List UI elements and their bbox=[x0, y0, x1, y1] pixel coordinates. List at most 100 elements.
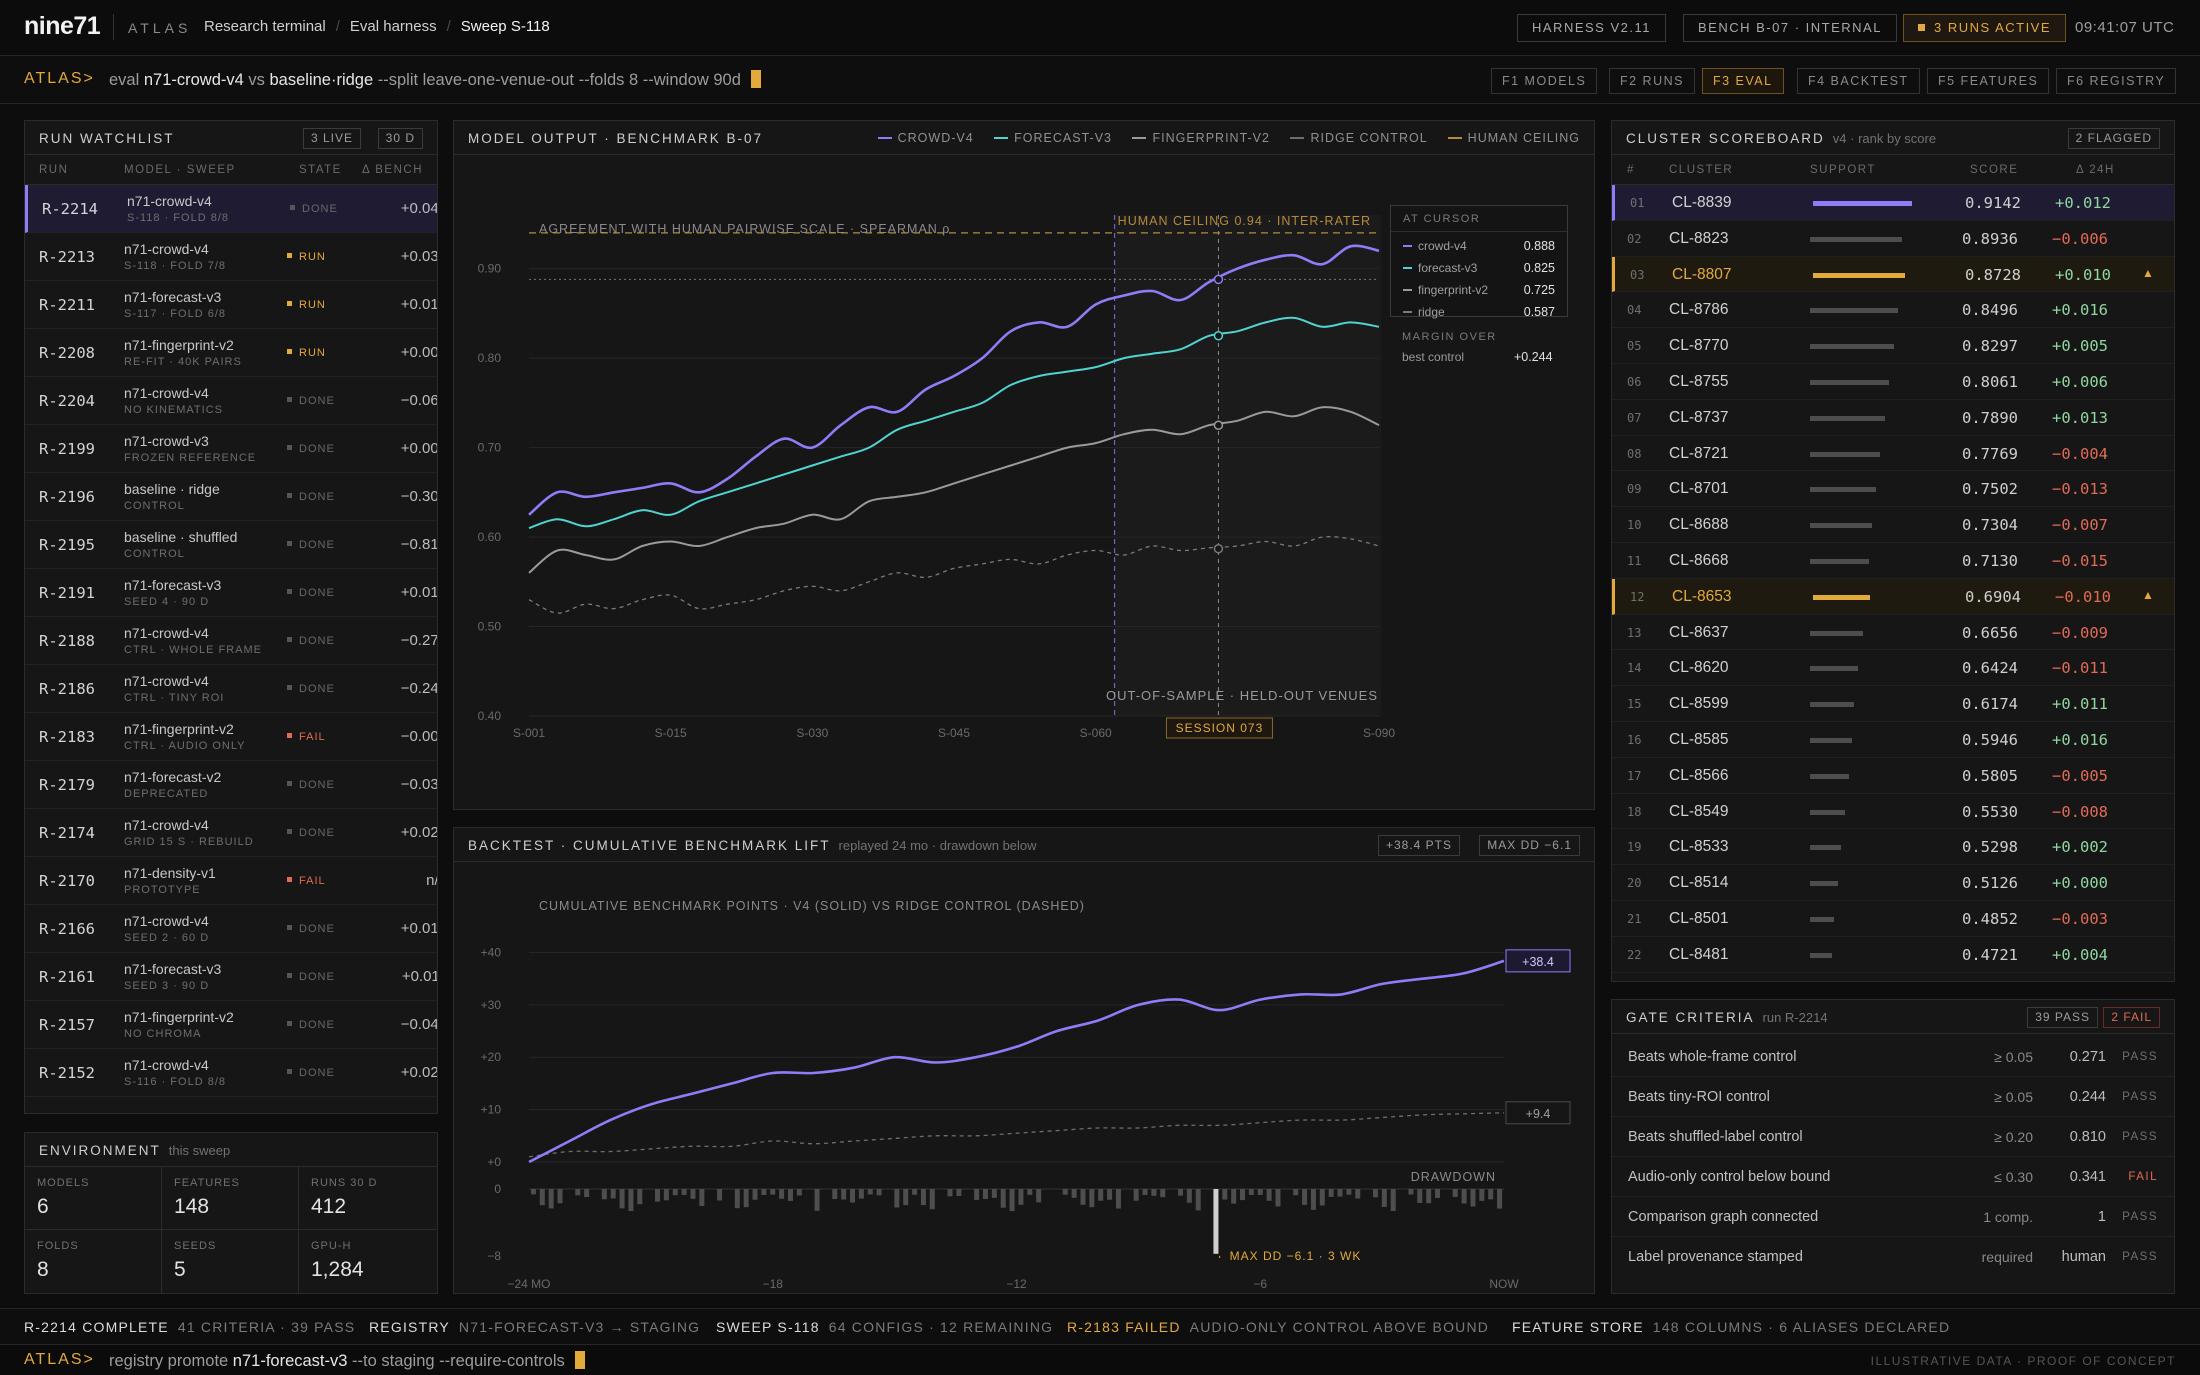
scoreboard-row[interactable]: 20 CL-8514 0.5126 +0.000 bbox=[1612, 865, 2174, 901]
scoreboard-row[interactable]: 15 CL-8599 0.6174 +0.011 bbox=[1612, 686, 2174, 722]
backtest-chart[interactable]: +0 +10 +20 +30 +40 CUMULATIVE BENCHMARK POINT… bbox=[454, 862, 1594, 1293]
watchlist-row[interactable]: R-2174 n71-crowd-v4 GRID 15 S · REBUILD DON… bbox=[25, 809, 437, 857]
series-v4[interactable] bbox=[528, 959, 1505, 1164]
scoreboard-row[interactable]: 01 CL-8839 0.9142 +0.012 bbox=[1612, 185, 2174, 221]
watchlist-row[interactable]: R-2170 n71-density-v1 PROTOTYPE FAIL n/a bbox=[25, 857, 437, 905]
col-rank[interactable]: # bbox=[1627, 164, 1635, 176]
col-score[interactable]: SCORE bbox=[1970, 164, 2019, 176]
drawdown-bar bbox=[1488, 1189, 1494, 1200]
watchlist-row[interactable]: R-2211 n71-forecast-v3 S-117 · FOLD 6/8 RUN… bbox=[25, 281, 437, 329]
fkey-eval[interactable]: F3 EVAL bbox=[1702, 68, 1784, 94]
scoreboard-row[interactable]: 19 CL-8533 0.5298 +0.002 bbox=[1612, 829, 2174, 866]
ticker-item[interactable]: REGISTRY N71-FORECAST-V3 → STAGING bbox=[369, 1319, 700, 1335]
crumb-eval-harness[interactable]: Eval harness bbox=[349, 18, 437, 35]
scoreboard-row[interactable]: 04 CL-8786 0.8496 +0.016 bbox=[1612, 292, 2174, 329]
scoreboard-row[interactable]: 05 CL-8770 0.8297 +0.005 bbox=[1612, 328, 2174, 364]
col-run[interactable]: RUN bbox=[39, 164, 69, 176]
watchlist-row[interactable]: R-2166 n71-crowd-v4 SEED 2 · 60 D DONE +0.01… bbox=[25, 905, 437, 953]
legend-crowd[interactable]: CROWD-V4 bbox=[877, 131, 974, 145]
col-support[interactable]: SUPPORT bbox=[1810, 164, 1876, 176]
gate-row[interactable]: Beats shuffled-label control ≥ 0.20 0.810 P… bbox=[1612, 1117, 2174, 1157]
series-forecast-v3[interactable] bbox=[528, 316, 1380, 530]
ticker-item[interactable]: SWEEP S-118 64 CONFIGS · 12 REMAINING bbox=[716, 1319, 1053, 1335]
chart-subtitle: AGREEMENT WITH HUMAN PAIRWISE SCALE · SP… bbox=[539, 222, 950, 236]
legend-fingerprint[interactable]: FINGERPRINT-V2 bbox=[1132, 131, 1270, 145]
watchlist-row[interactable]: R-2191 n71-forecast-v3 SEED 4 · 90 D DONE +0… bbox=[25, 569, 437, 617]
scoreboard-row[interactable]: 02 CL-8823 0.8936 −0.006 bbox=[1612, 221, 2174, 257]
watchlist-row[interactable]: R-2161 n71-forecast-v3 SEED 3 · 90 D DONE +0… bbox=[25, 953, 437, 1001]
ticker-head: REGISTRY bbox=[369, 1319, 450, 1335]
watchlist-row[interactable]: R-2196 baseline · ridge CONTROL DONE −0.302 bbox=[25, 473, 437, 521]
scoreboard-row[interactable]: 14 CL-8620 0.6424 −0.011 bbox=[1612, 650, 2174, 687]
watchlist-row[interactable]: R-2152 n71-crowd-v4 S-116 · FOLD 8/8 DONE +0… bbox=[25, 1049, 437, 1097]
cmd-input[interactable]: eval n71-crowd-v4 vs baseline·ridge --sp… bbox=[109, 70, 761, 90]
scoreboard-row[interactable]: 10 CL-8688 0.7304 −0.007 bbox=[1612, 507, 2174, 543]
ticker-item[interactable]: FEATURE STORE 148 COLUMNS · 6 ALIASES DEC… bbox=[1512, 1319, 1950, 1335]
crumb-research-terminal[interactable]: Research terminal bbox=[204, 18, 326, 35]
gate-row[interactable]: Label provenance stamped required human PAS… bbox=[1612, 1237, 2174, 1277]
fkey-registry[interactable]: F6 REGISTRY bbox=[2056, 68, 2177, 94]
flagged-badge[interactable]: 2 FLAGGED bbox=[2067, 128, 2160, 149]
legend-forecast[interactable]: FORECAST-V3 bbox=[994, 131, 1112, 145]
crumb-sweep[interactable]: Sweep S-118 bbox=[460, 18, 550, 35]
series-ridge-control[interactable] bbox=[528, 536, 1380, 614]
bottom-input[interactable]: registry promote n71-forecast-v3 --to st… bbox=[109, 1351, 585, 1371]
gate-row[interactable]: Comparison graph connected 1 comp. 1 PASS bbox=[1612, 1197, 2174, 1237]
fkey-backtest[interactable]: F4 BACKTEST bbox=[1797, 68, 1920, 94]
fkey-features[interactable]: F5 FEATURES bbox=[1927, 68, 2050, 94]
watchlist-row[interactable]: R-2157 n71-fingerprint-v2 NO CHROMA DONE −0.… bbox=[25, 1001, 437, 1049]
flag-triangle-icon[interactable]: ▲ bbox=[2142, 587, 2154, 602]
watchlist-row[interactable]: R-2188 n71-crowd-v4 CTRL · WHOLE FRAME DONE… bbox=[25, 617, 437, 665]
cluster-delta: +0.000 bbox=[2052, 874, 2108, 893]
scoreboard-row[interactable]: 13 CL-8637 0.6656 −0.009 bbox=[1612, 615, 2174, 651]
fkey-runs[interactable]: F2 RUNS bbox=[1609, 68, 1695, 94]
gate-row[interactable]: Beats whole-frame control ≥ 0.05 0.271 PASS bbox=[1612, 1037, 2174, 1077]
col-delta-bench[interactable]: Δ BENCH bbox=[362, 164, 423, 176]
scoreboard-row[interactable]: 09 CL-8701 0.7502 −0.013 bbox=[1612, 471, 2174, 508]
bottom-command-line[interactable]: ATLAS> registry promote n71-forecast-v3 … bbox=[0, 1344, 2200, 1375]
scoreboard-row[interactable]: 16 CL-8585 0.5946 +0.016 bbox=[1612, 722, 2174, 758]
scoreboard-row[interactable]: 11 CL-8668 0.7130 −0.015 bbox=[1612, 543, 2174, 579]
scoreboard-row[interactable]: 17 CL-8566 0.5805 −0.005 bbox=[1612, 758, 2174, 794]
ticker-item[interactable]: R-2214 COMPLETE 41 CRITERIA · 39 PASS bbox=[24, 1319, 355, 1335]
watchlist-row[interactable]: R-2186 n71-crowd-v4 CTRL · TINY ROI DONE −0.… bbox=[25, 665, 437, 713]
cursor-series: crowd-v4 bbox=[1418, 239, 1467, 253]
watchlist-row[interactable]: R-2199 n71-crowd-v3 FROZEN REFERENCE DONE +0… bbox=[25, 425, 437, 473]
col-cluster[interactable]: CLUSTER bbox=[1669, 164, 1734, 176]
gate-row[interactable]: Beats tiny-ROI control ≥ 0.05 0.244 PASS bbox=[1612, 1077, 2174, 1117]
col-delta-24h[interactable]: Δ 24H bbox=[2076, 164, 2115, 176]
flag-triangle-icon[interactable]: ▲ bbox=[2142, 265, 2154, 280]
watchlist-row[interactable]: R-2183 n71-fingerprint-v2 CTRL · AUDIO ONL… bbox=[25, 713, 437, 761]
scoreboard-row[interactable]: 06 CL-8755 0.8061 +0.006 bbox=[1612, 364, 2174, 400]
scoreboard-row[interactable]: 22 CL-8481 0.4721 +0.004 bbox=[1612, 937, 2174, 973]
scoreboard-row[interactable]: 21 CL-8501 0.4852 −0.003 bbox=[1612, 901, 2174, 937]
legend-ceiling[interactable]: HUMAN CEILING bbox=[1447, 131, 1580, 145]
legend-ridge[interactable]: RIDGE CONTROL bbox=[1290, 131, 1427, 145]
watchlist-row[interactable]: R-2214 n71-crowd-v4 S-118 · FOLD 8/8 DONE +0… bbox=[25, 185, 437, 233]
series-crowd-v4[interactable] bbox=[528, 244, 1380, 516]
gate-row[interactable]: Audio-only control below bound ≤ 0.30 0.34… bbox=[1612, 1157, 2174, 1197]
scoreboard-row[interactable]: 08 CL-8721 0.7769 −0.004 bbox=[1612, 436, 2174, 472]
watchlist-row[interactable]: R-2213 n71-crowd-v4 S-118 · FOLD 7/8 RUN +0.… bbox=[25, 233, 437, 281]
series-ridge-control[interactable] bbox=[528, 1112, 1505, 1158]
command-bar[interactable]: ATLAS> eval n71-crowd-v4 vs baseline·rid… bbox=[0, 56, 2200, 104]
session-marker[interactable] bbox=[1165, 717, 1273, 739]
days-filter[interactable]: 30 D bbox=[377, 128, 423, 149]
scoreboard-row[interactable]: 07 CL-8737 0.7890 +0.013 bbox=[1612, 400, 2174, 436]
model-output-chart[interactable]: 0.40 0.50 0.60 0.70 0.80 0.90 S-001 S-015 S-030 S… bbox=[454, 155, 1594, 809]
watchlist-row[interactable]: R-2179 n71-forecast-v2 DEPRECATED DONE −0.03… bbox=[25, 761, 437, 809]
cursor-row: ridge 0.587 bbox=[1391, 302, 1567, 324]
col-state[interactable]: STATE bbox=[299, 164, 342, 176]
cursor-value: 0.725 bbox=[1523, 283, 1555, 297]
scoreboard-row[interactable]: 03 CL-8807 0.8728 +0.010 ▲ bbox=[1612, 256, 2174, 293]
watchlist-row[interactable]: R-2208 n71-fingerprint-v2 RE-FIT · 40K PAI… bbox=[25, 329, 437, 377]
fkey-models[interactable]: F1 MODELS bbox=[1491, 68, 1598, 94]
scoreboard-row[interactable]: 12 CL-8653 0.6904 −0.010 ▲ bbox=[1612, 578, 2174, 615]
watchlist-row[interactable]: R-2195 baseline · shuffled CONTROL DONE −0.8… bbox=[25, 521, 437, 569]
series-fingerprint-v2[interactable] bbox=[528, 406, 1380, 574]
ticker-item[interactable]: R-2183 FAILED AUDIO-ONLY CONTROL ABOVE BO… bbox=[1067, 1319, 1489, 1335]
scoreboard-row[interactable]: 18 CL-8549 0.5530 −0.008 bbox=[1612, 794, 2174, 830]
watchlist-row[interactable]: R-2204 n71-crowd-v4 NO KINEMATICS DONE −0.06… bbox=[25, 377, 437, 425]
runs-active-badge[interactable]: 3 RUNS ACTIVE bbox=[1903, 14, 2067, 42]
col-model-sweep[interactable]: MODEL · SWEEP bbox=[124, 164, 236, 176]
